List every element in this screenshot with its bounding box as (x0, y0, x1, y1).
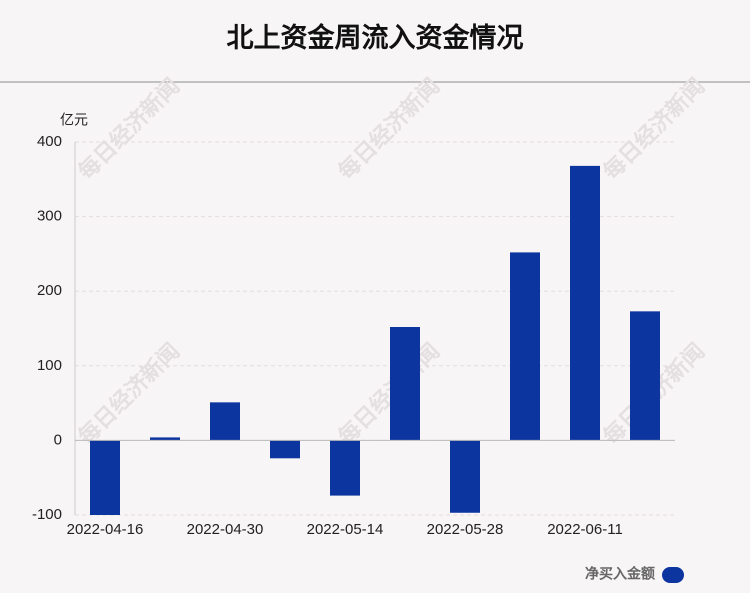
bar (570, 165, 600, 441)
y-unit: 亿元 (60, 112, 88, 128)
x-tick-label: 2022-06-11 (547, 521, 623, 538)
y-tick-label: 100 (37, 357, 62, 374)
y-tick-label: 200 (37, 282, 62, 299)
bar (90, 440, 120, 515)
y-tick-label: 0 (54, 431, 62, 448)
bar (210, 402, 240, 441)
chart-title: 北上资金周流入资金情况 (227, 22, 524, 53)
bar (450, 440, 480, 513)
x-tick-label: 2022-05-14 (307, 521, 384, 538)
legend-label: 净买入金额 (585, 566, 655, 582)
legend-swatch (662, 567, 684, 583)
bar (150, 437, 180, 441)
x-tick-label: 2022-04-30 (187, 521, 264, 538)
bar (390, 327, 420, 441)
bar (630, 311, 660, 441)
y-tick-label: 400 (37, 133, 62, 150)
x-tick-label: 2022-05-28 (427, 521, 504, 538)
y-tick-label: 300 (37, 208, 62, 225)
bar (510, 252, 540, 441)
bar (270, 440, 300, 459)
y-tick-label: -100 (32, 506, 62, 523)
x-tick-label: 2022-04-16 (67, 521, 144, 538)
bar (330, 440, 360, 496)
